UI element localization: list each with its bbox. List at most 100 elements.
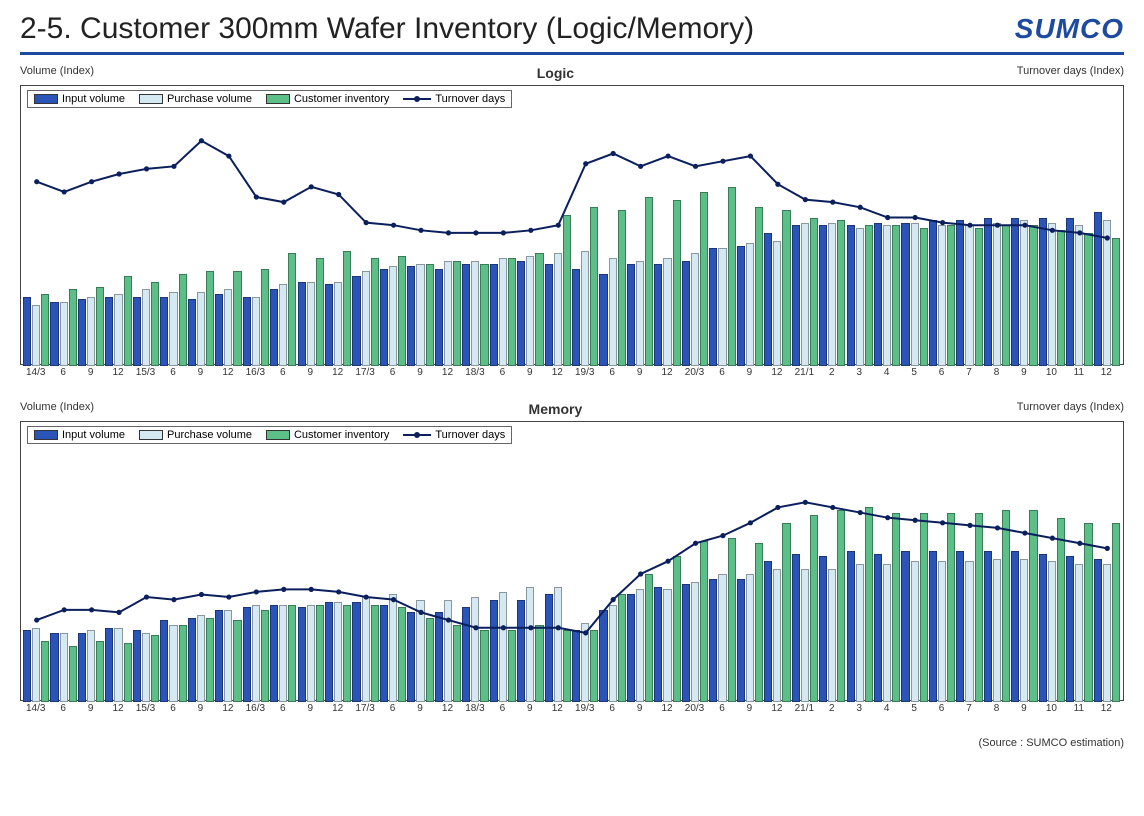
x-tick-label: 6 bbox=[609, 703, 615, 714]
axis-labels-row: Volume (Index)MemoryTurnover days (Index… bbox=[20, 401, 1124, 419]
x-tick-label: 9 bbox=[198, 367, 204, 378]
x-tick-label: 12 bbox=[771, 703, 782, 714]
turnover-marker bbox=[803, 197, 808, 202]
turnover-marker bbox=[364, 594, 369, 599]
x-tick-label: 12 bbox=[332, 703, 343, 714]
legend-label: Purchase volume bbox=[167, 93, 252, 105]
x-tick-label: 9 bbox=[307, 367, 313, 378]
turnover-marker bbox=[638, 571, 643, 576]
x-tick-label: 9 bbox=[417, 367, 423, 378]
turnover-marker bbox=[748, 153, 753, 158]
x-tick-label: 5 bbox=[911, 367, 917, 378]
turnover-marker bbox=[556, 223, 561, 228]
turnover-marker bbox=[638, 164, 643, 169]
turnover-marker bbox=[116, 171, 121, 176]
turnover-line bbox=[37, 141, 1108, 238]
x-tick-label: 9 bbox=[417, 703, 423, 714]
x-tick-label: 12 bbox=[552, 367, 563, 378]
x-tick-label: 9 bbox=[88, 703, 94, 714]
legend-label: Customer inventory bbox=[294, 429, 389, 441]
turnover-marker bbox=[89, 607, 94, 612]
x-tick-label: 17/3 bbox=[355, 703, 374, 714]
turnover-marker bbox=[830, 505, 835, 510]
x-tick-label: 9 bbox=[747, 367, 753, 378]
turnover-marker bbox=[254, 589, 259, 594]
plot-area bbox=[23, 110, 1121, 366]
x-tick-label: 11 bbox=[1074, 367, 1084, 378]
x-tick-label: 6 bbox=[719, 367, 725, 378]
legend-swatch bbox=[139, 430, 163, 440]
x-tick-label: 4 bbox=[884, 367, 890, 378]
turnover-marker bbox=[446, 230, 451, 235]
x-tick-label: 6 bbox=[280, 367, 286, 378]
x-tick-label: 12 bbox=[113, 703, 124, 714]
turnover-marker bbox=[611, 151, 616, 156]
x-tick-label: 6 bbox=[60, 367, 66, 378]
legend-item-customer_inventory: Customer inventory bbox=[266, 93, 389, 105]
turnover-marker bbox=[116, 610, 121, 615]
turnover-marker bbox=[967, 523, 972, 528]
x-tick-label: 6 bbox=[719, 703, 725, 714]
x-tick-label: 8 bbox=[994, 703, 1000, 714]
turnover-marker bbox=[34, 617, 39, 622]
chart-memory: Volume (Index)MemoryTurnover days (Index… bbox=[20, 401, 1124, 717]
legend-label: Input volume bbox=[62, 429, 125, 441]
x-tick-label: 21/1 bbox=[795, 703, 814, 714]
legend-item-turnover_days: Turnover days bbox=[403, 93, 505, 105]
turnover-marker bbox=[583, 161, 588, 166]
turnover-marker bbox=[473, 230, 478, 235]
legend-line-swatch bbox=[403, 434, 431, 436]
x-tick-label: 12 bbox=[662, 703, 673, 714]
x-tick-label: 7 bbox=[966, 367, 972, 378]
legend-item-purchase_volume: Purchase volume bbox=[139, 93, 252, 105]
legend-swatch bbox=[266, 94, 290, 104]
x-tick-label: 12 bbox=[662, 367, 673, 378]
x-tick-label: 16/3 bbox=[246, 703, 265, 714]
plot-area bbox=[23, 446, 1121, 702]
x-tick-label: 6 bbox=[390, 703, 396, 714]
x-tick-label: 14/3 bbox=[26, 367, 45, 378]
x-axis: 14/3691215/3691216/3691217/3691218/36912… bbox=[20, 703, 1124, 717]
chart-frame: Input volumePurchase volumeCustomer inve… bbox=[20, 85, 1124, 365]
turnover-marker bbox=[775, 505, 780, 510]
turnover-marker bbox=[528, 228, 533, 233]
x-tick-label: 9 bbox=[198, 703, 204, 714]
turnover-marker bbox=[309, 587, 314, 592]
turnover-marker bbox=[940, 220, 945, 225]
turnover-marker bbox=[171, 597, 176, 602]
x-tick-label: 6 bbox=[280, 703, 286, 714]
chart-title: Logic bbox=[537, 65, 574, 81]
turnover-marker bbox=[144, 166, 149, 171]
x-tick-label: 14/3 bbox=[26, 703, 45, 714]
axis-labels-row: Volume (Index)LogicTurnover days (Index) bbox=[20, 65, 1124, 83]
turnover-marker bbox=[1105, 235, 1110, 240]
x-tick-label: 12 bbox=[332, 367, 343, 378]
x-tick-label: 12 bbox=[442, 367, 453, 378]
x-tick-label: 18/3 bbox=[465, 703, 484, 714]
x-tick-label: 9 bbox=[1021, 703, 1027, 714]
turnover-marker bbox=[583, 630, 588, 635]
x-tick-label: 12 bbox=[222, 703, 233, 714]
chart-frame: Input volume Purchase volume Customer inve… bbox=[20, 421, 1124, 701]
charts-container: Volume (Index)LogicTurnover days (Index)… bbox=[20, 65, 1124, 717]
x-tick-label: 18/3 bbox=[465, 367, 484, 378]
y-right-label: Turnover days (Index) bbox=[1017, 401, 1124, 419]
x-tick-label: 6 bbox=[60, 703, 66, 714]
turnover-marker bbox=[391, 597, 396, 602]
turnover-marker bbox=[391, 223, 396, 228]
x-tick-label: 21/1 bbox=[795, 367, 814, 378]
x-tick-label: 2 bbox=[829, 367, 835, 378]
turnover-marker bbox=[1050, 536, 1055, 541]
x-tick-label: 6 bbox=[939, 703, 945, 714]
turnover-marker bbox=[693, 541, 698, 546]
turnover-marker bbox=[1105, 546, 1110, 551]
turnover-marker bbox=[885, 515, 890, 520]
turnover-marker bbox=[418, 610, 423, 615]
turnover-marker bbox=[501, 625, 506, 630]
x-tick-label: 9 bbox=[527, 367, 533, 378]
x-tick-label: 20/3 bbox=[685, 703, 704, 714]
x-tick-label: 6 bbox=[609, 367, 615, 378]
turnover-line bbox=[37, 502, 1108, 633]
legend-item-purchase_volume: Purchase volume bbox=[139, 429, 252, 441]
turnover-marker bbox=[364, 220, 369, 225]
